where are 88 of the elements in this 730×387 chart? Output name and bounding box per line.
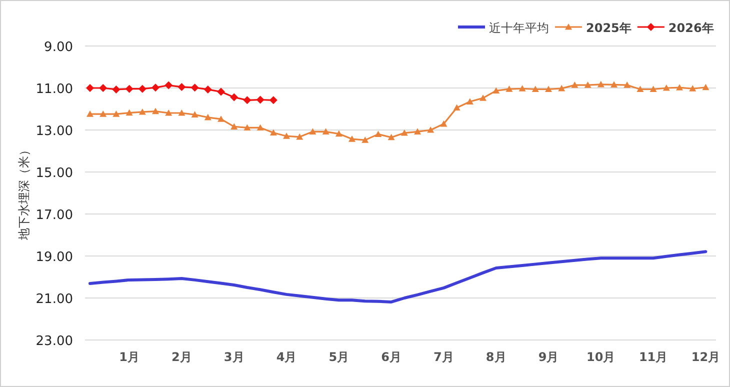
point <box>165 109 172 116</box>
point <box>506 86 513 92</box>
x-tick-label: 5月 <box>328 350 350 364</box>
point <box>190 84 199 92</box>
y-axis-title: 地下水埋深（米） <box>17 144 31 241</box>
point <box>270 129 277 136</box>
y-tick-label: 9.00 <box>44 40 73 55</box>
point <box>348 136 356 142</box>
point <box>374 130 382 137</box>
point <box>152 84 160 92</box>
point <box>532 86 539 92</box>
point <box>230 123 238 130</box>
point <box>138 84 146 93</box>
point <box>125 84 134 93</box>
point <box>571 82 578 88</box>
point <box>112 85 120 94</box>
point <box>178 82 186 91</box>
point <box>309 128 316 134</box>
point <box>702 84 710 90</box>
x-tick-label: 7月 <box>434 350 454 364</box>
point <box>152 108 159 114</box>
point <box>466 98 474 104</box>
point <box>230 93 238 102</box>
legend-label: 2025年 <box>586 21 632 35</box>
point <box>545 86 552 92</box>
y-tick-label: 11.00 <box>36 82 73 97</box>
point <box>427 126 434 133</box>
point <box>283 132 290 139</box>
point <box>624 82 631 88</box>
point <box>296 133 304 140</box>
point <box>112 110 120 117</box>
point <box>100 110 107 117</box>
point <box>388 134 395 140</box>
point <box>518 85 526 92</box>
point <box>243 96 252 104</box>
x-tick-label: 3月 <box>224 350 244 364</box>
point <box>178 109 186 116</box>
y-tick-label: 19.00 <box>36 250 73 265</box>
point <box>99 84 108 92</box>
point <box>400 129 408 136</box>
y-tick-label: 17.00 <box>36 208 73 223</box>
point <box>610 81 618 88</box>
point <box>689 85 696 92</box>
x-tick-label: 1月 <box>119 350 140 364</box>
legend-label: 近十年平均 <box>489 21 549 35</box>
x-tick-label: 12月 <box>691 350 720 364</box>
x-tick-label: 6月 <box>381 350 402 364</box>
point <box>204 114 212 120</box>
point <box>164 81 173 90</box>
x-tick-label: 11月 <box>638 350 668 364</box>
point <box>440 120 448 127</box>
y-tick-label: 21.00 <box>36 292 73 307</box>
point <box>244 124 251 130</box>
point <box>362 136 369 143</box>
point <box>558 84 566 92</box>
point <box>636 86 644 92</box>
x-tick-label: 8月 <box>486 350 506 364</box>
point <box>256 96 264 104</box>
x-tick-label: 9月 <box>538 350 559 364</box>
line-series <box>88 250 708 304</box>
y-tick-label: 15.00 <box>36 166 73 181</box>
point <box>218 116 224 122</box>
point <box>676 84 683 90</box>
x-tick-label: 4月 <box>276 350 297 364</box>
y-tick-label: 23.00 <box>36 334 73 349</box>
point <box>650 86 657 92</box>
point <box>492 87 500 94</box>
y-tick-label: 13.00 <box>36 124 73 139</box>
x-tick-label: 2月 <box>172 350 192 364</box>
point <box>204 85 212 94</box>
point <box>191 111 198 118</box>
point <box>86 110 94 117</box>
point <box>480 94 486 101</box>
point <box>269 96 278 104</box>
point <box>597 80 604 88</box>
point <box>414 128 421 134</box>
point <box>453 104 460 111</box>
point <box>662 84 670 91</box>
point <box>322 128 330 134</box>
point <box>584 82 592 88</box>
point <box>217 88 225 96</box>
point <box>86 84 94 92</box>
point <box>138 108 146 115</box>
point <box>256 124 264 130</box>
x-tick-label: 10月 <box>586 350 616 364</box>
legend-label: 2026年 <box>668 21 714 35</box>
point <box>335 130 342 137</box>
point <box>126 109 133 116</box>
